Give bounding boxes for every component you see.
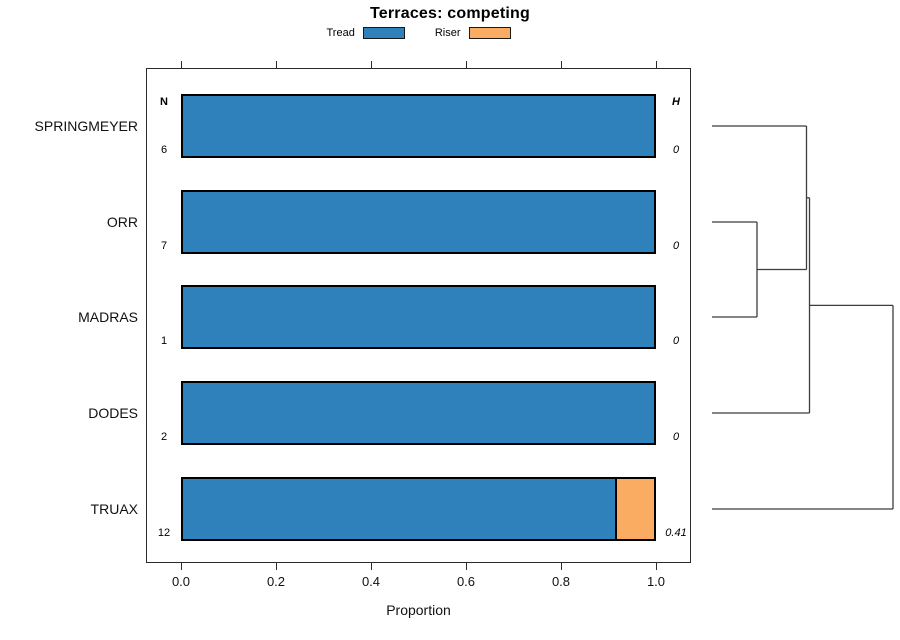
category-label: TRUAX: [90, 501, 138, 517]
axis-tick-bottom: [370, 563, 372, 570]
axis-tick-top: [655, 61, 657, 68]
category-label: ORR: [106, 214, 138, 230]
bar-row: [181, 94, 656, 158]
legend-label: Riser: [434, 27, 461, 39]
category-label: SPRINGMEYER: [34, 118, 138, 134]
legend-item: Tread: [327, 27, 405, 39]
legend-swatch-riser: [468, 27, 511, 39]
axis-tick-bottom: [180, 563, 182, 570]
n-value: 1: [160, 335, 168, 347]
h-value: 0: [672, 144, 680, 156]
bar-row: [181, 285, 656, 349]
axis-tick-label: 0.4: [361, 574, 381, 589]
axis-tick-label: 0.8: [551, 574, 571, 589]
n-column-header: N: [160, 96, 168, 108]
axis-tick-label: 0.0: [171, 574, 191, 589]
h-column-header: H: [672, 96, 680, 108]
n-value: 2: [160, 431, 168, 443]
axis-tick-top: [465, 61, 467, 68]
axis-tick-top: [180, 61, 182, 68]
legend-item: Riser: [435, 27, 511, 39]
axis-tick-label: 0.6: [456, 574, 476, 589]
n-value: 7: [160, 240, 168, 252]
plot-border: [146, 68, 691, 563]
legend: Tread Riser: [146, 25, 691, 41]
legend-label: Tread: [326, 27, 355, 39]
n-value: 6: [160, 144, 168, 156]
chart-title: Terraces: competing: [370, 5, 530, 22]
axis-tick-bottom: [465, 563, 467, 570]
axis-tick-bottom: [275, 563, 277, 570]
n-value: 12: [157, 527, 171, 539]
h-value: 0: [672, 240, 680, 252]
h-value: 0: [672, 431, 680, 443]
h-value: 0.41: [665, 527, 687, 539]
bar-row: [181, 381, 656, 445]
axis-tick-bottom: [560, 563, 562, 570]
legend-swatch-tread: [362, 27, 405, 39]
axis-tick-label: 1.0: [646, 574, 666, 589]
axis-tick-bottom: [655, 563, 657, 570]
x-axis-title: Proportion: [386, 602, 451, 618]
category-label: MADRAS: [78, 309, 138, 325]
axis-tick-top: [370, 61, 372, 68]
bar-row: [181, 477, 656, 541]
bar-segment-riser: [615, 479, 654, 539]
category-label: DODES: [88, 405, 138, 421]
axis-tick-label: 0.2: [266, 574, 286, 589]
bar-row: [181, 190, 656, 254]
h-value: 0: [672, 335, 680, 347]
axis-tick-top: [560, 61, 562, 68]
axis-tick-top: [275, 61, 277, 68]
